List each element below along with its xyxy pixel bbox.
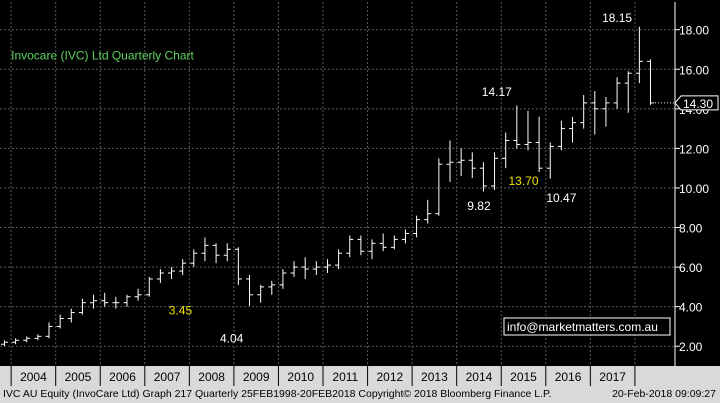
y-tick-label: 10.00 <box>679 182 709 196</box>
x-tick-label: 2008 <box>198 370 225 384</box>
x-tick-label: 2013 <box>421 370 448 384</box>
footer-bar: IVC AU Equity (InvoCare Ltd) Graph 217 Q… <box>0 386 720 403</box>
price-annotation: 10.47 <box>546 191 576 205</box>
y-tick-label: 12.00 <box>679 142 709 156</box>
y-tick-label: 16.00 <box>679 63 709 77</box>
x-tick-label: 2015 <box>510 370 537 384</box>
x-tick-label: 2005 <box>65 370 92 384</box>
x-tick-label: 2007 <box>154 370 181 384</box>
y-tick-label: 18.00 <box>679 24 709 38</box>
price-annotation: 4.04 <box>220 331 244 345</box>
x-axis-strip <box>0 366 720 386</box>
price-annotation: 9.82 <box>467 199 491 213</box>
last-value-label: 14.30 <box>683 97 713 111</box>
price-annotation: 13.70 <box>508 174 538 188</box>
x-tick-label: 2017 <box>599 370 626 384</box>
price-annotation: 3.45 <box>169 304 193 318</box>
ohlc-chart: 2.004.006.008.0010.0012.0014.0016.0018.0… <box>0 2 720 386</box>
x-tick-label: 2011 <box>332 370 358 384</box>
x-tick-label: 2014 <box>466 370 493 384</box>
y-tick-label: 4.00 <box>679 301 703 315</box>
y-tick-label: 8.00 <box>679 222 703 236</box>
footer-timestamp: 20-Feb-2018 09:09:27 <box>612 388 716 400</box>
watermark-box <box>503 317 671 336</box>
x-tick-label: 2006 <box>109 370 136 384</box>
x-tick-label: 2010 <box>287 370 314 384</box>
watermark-text: info@marketmatters.com.au <box>507 320 658 334</box>
y-tick-label: 2.00 <box>679 340 703 354</box>
x-tick-label: 2016 <box>555 370 582 384</box>
price-annotation: 14.17 <box>482 85 512 99</box>
chart-title: Invocare (IVC) Ltd Quarterly Chart <box>11 48 194 62</box>
x-tick-label: 2009 <box>243 370 270 384</box>
price-annotation: 18.15 <box>602 11 632 25</box>
footer-source-text: IVC AU Equity (InvoCare Ltd) Graph 217 Q… <box>3 388 552 400</box>
x-tick-label: 2004 <box>20 370 47 384</box>
y-tick-label: 6.00 <box>679 261 703 275</box>
last-value-tag <box>674 95 719 111</box>
x-tick-label: 2012 <box>376 370 403 384</box>
